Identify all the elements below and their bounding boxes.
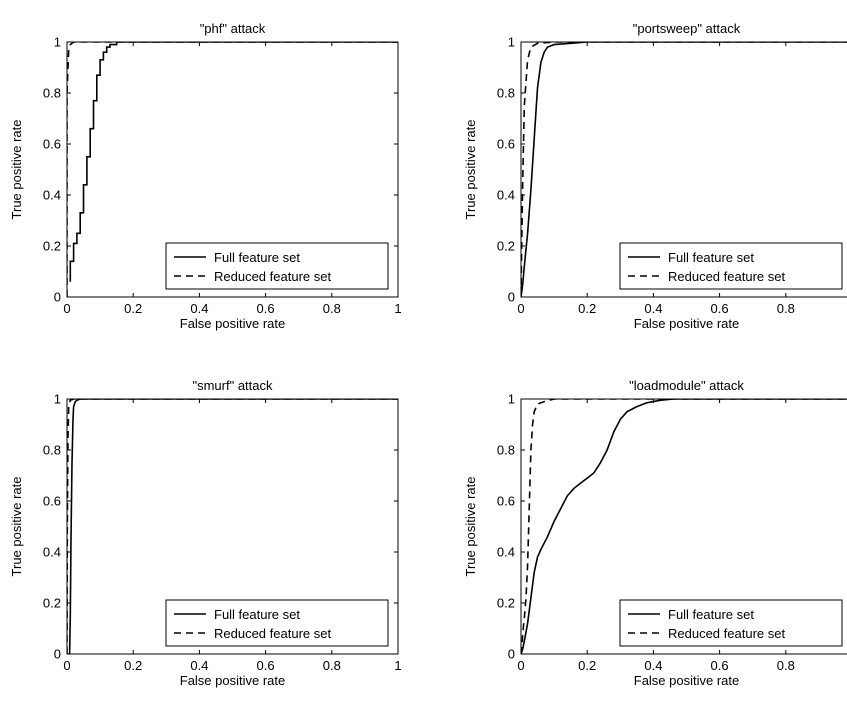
x-tick-label: 1 (394, 301, 401, 316)
series-group (67, 42, 398, 297)
legend-label: Reduced feature set (668, 269, 785, 284)
chart-panel-1: 0 0.2 0.4 0.6 0.8 1 0 0.2 0.4 0.6 0.8 1 "phf" attack… (9, 21, 402, 331)
chart-panel-3: 0 0.2 0.4 0.6 0.8 1 0 0.2 0.4 0.6 0.8 1 "smurf" atta… (9, 378, 402, 688)
legend-label: Full feature set (214, 607, 300, 622)
y-tick-label: 1 (54, 392, 61, 407)
legend: Full feature set Reduced feature set (619, 599, 843, 647)
legend-box (165, 599, 389, 647)
x-tick-label: 0.8 (323, 658, 341, 673)
series-group (521, 42, 847, 297)
series-line-full (521, 399, 847, 654)
x-tick-label: 0.4 (190, 658, 208, 673)
y-tick-label: 0.2 (497, 239, 515, 254)
series-line-reduced (521, 42, 847, 297)
x-tick-label: 0.2 (124, 658, 142, 673)
x-tick-label: 0 (63, 658, 70, 673)
y-tick-label: 0.2 (497, 596, 515, 611)
x-tick-label: 0.2 (578, 301, 596, 316)
y-tick-label: 0.2 (43, 239, 61, 254)
chart-title: "phf" attack (200, 21, 266, 36)
y-axis-label: True positive rate (9, 120, 24, 220)
legend-label: Full feature set (214, 250, 300, 265)
series-group (67, 399, 398, 654)
y-tick-label: 0.2 (43, 596, 61, 611)
series-line-full (521, 42, 847, 297)
y-axis-label: True positive rate (463, 477, 478, 577)
x-tick-label: 0.6 (711, 301, 729, 316)
y-tick-label: 0.6 (497, 494, 515, 509)
legend-box (619, 242, 843, 290)
legend-label: Reduced feature set (668, 626, 785, 641)
x-tick-label: 0.2 (578, 658, 596, 673)
x-tick-label: 0.4 (190, 301, 208, 316)
y-tick-label: 1 (508, 35, 515, 50)
legend-label: Full feature set (668, 250, 754, 265)
y-tick-label: 0.4 (43, 188, 61, 203)
y-tick-label: 0 (54, 290, 61, 305)
y-tick-label: 0.6 (497, 137, 515, 152)
x-tick-label: 0.6 (257, 658, 275, 673)
x-tick-label: 0.8 (777, 658, 795, 673)
y-axis-label: True positive rate (9, 477, 24, 577)
y-tick-label: 0.4 (43, 545, 61, 560)
y-tick-label: 0.8 (497, 443, 515, 458)
series-line-reduced (67, 42, 398, 297)
legend: Full feature set Reduced feature set (165, 242, 389, 290)
series-line-reduced (521, 399, 847, 654)
x-tick-label: 0.8 (323, 301, 341, 316)
x-tick-label: 0.4 (644, 301, 662, 316)
legend-box (619, 599, 843, 647)
y-tick-label: 0.8 (43, 443, 61, 458)
x-axis-label: False positive rate (180, 316, 286, 331)
x-tick-label: 0.8 (777, 301, 795, 316)
chart-title: "smurf" attack (192, 378, 273, 393)
series-group (521, 399, 847, 654)
x-axis-label: False positive rate (634, 673, 740, 688)
x-tick-label: 0 (517, 658, 524, 673)
legend-box (165, 242, 389, 290)
chart-panel-2: 0 0.2 0.4 0.6 0.8 0 0.2 0.4 0.6 0.8 1 "portsweep" a… (463, 21, 847, 331)
y-tick-label: 0 (508, 290, 515, 305)
x-tick-label: 0 (517, 301, 524, 316)
y-tick-label: 0.4 (497, 188, 515, 203)
y-tick-label: 1 (508, 392, 515, 407)
y-tick-label: 0 (54, 647, 61, 662)
y-tick-label: 0.4 (497, 545, 515, 560)
legend: Full feature set Reduced feature set (165, 599, 389, 647)
y-tick-label: 0.8 (497, 86, 515, 101)
x-axis-label: False positive rate (634, 316, 740, 331)
y-tick-label: 0.8 (43, 86, 61, 101)
y-axis-label: True positive rate (463, 120, 478, 220)
x-tick-label: 0.2 (124, 301, 142, 316)
y-tick-label: 0.6 (43, 137, 61, 152)
chart-title: "portsweep" attack (633, 21, 741, 36)
legend: Full feature set Reduced feature set (619, 242, 843, 290)
x-tick-label: 1 (394, 658, 401, 673)
legend-label: Full feature set (668, 607, 754, 622)
y-tick-label: 0 (508, 647, 515, 662)
y-tick-label: 1 (54, 35, 61, 50)
chart-panel-4: 0 0.2 0.4 0.6 0.8 0 0.2 0.4 0.6 0.8 1 "loadmodule" … (463, 378, 847, 688)
legend-label: Reduced feature set (214, 626, 331, 641)
x-tick-label: 0.6 (257, 301, 275, 316)
y-tick-label: 0.6 (43, 494, 61, 509)
x-tick-label: 0.4 (644, 658, 662, 673)
series-line-full (67, 399, 398, 654)
legend-label: Reduced feature set (214, 269, 331, 284)
chart-title: "loadmodule" attack (629, 378, 744, 393)
series-line-full (69, 42, 398, 282)
x-tick-label: 0 (63, 301, 70, 316)
x-tick-label: 0.6 (711, 658, 729, 673)
x-axis-label: False positive rate (180, 673, 286, 688)
